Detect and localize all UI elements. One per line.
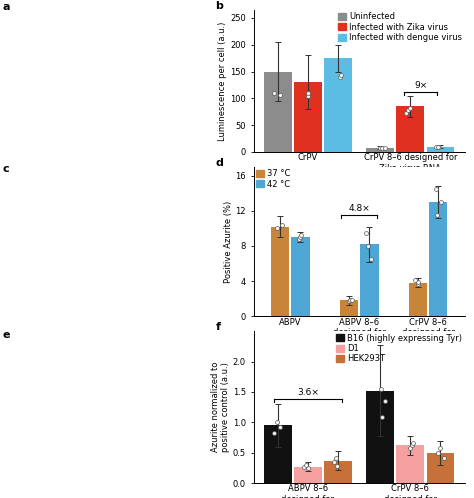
Bar: [339, 300, 358, 316]
Legend: Uninfected, Infected with Zika virus, Infected with dengue virus: Uninfected, Infected with Zika virus, In…: [337, 11, 463, 43]
Bar: [366, 147, 394, 152]
Bar: [324, 58, 352, 152]
Text: c: c: [2, 163, 9, 173]
Bar: [396, 107, 424, 152]
Bar: [291, 237, 310, 316]
Bar: [271, 227, 289, 316]
Bar: [366, 391, 394, 483]
Bar: [294, 467, 322, 483]
Text: 4.8×: 4.8×: [348, 204, 370, 213]
Bar: [427, 453, 454, 483]
Legend: B16 (highly expressing Tyr), D1, HEK293T: B16 (highly expressing Tyr), D1, HEK293T: [335, 333, 463, 364]
Text: e: e: [2, 330, 10, 340]
Text: a: a: [2, 1, 10, 11]
Bar: [264, 72, 292, 152]
Y-axis label: Positive Azurite (%): Positive Azurite (%): [224, 200, 233, 283]
Bar: [360, 244, 379, 316]
Y-axis label: Azurite normalized to
positive control (a.u.): Azurite normalized to positive control (…: [210, 362, 230, 452]
Text: 3.6×: 3.6×: [297, 388, 319, 397]
Legend: 37 °C, 42 °C: 37 °C, 42 °C: [255, 168, 291, 189]
Bar: [409, 283, 427, 316]
Text: f: f: [216, 322, 220, 332]
Bar: [294, 82, 322, 152]
Bar: [427, 146, 454, 152]
Text: 9×: 9×: [414, 81, 427, 90]
Bar: [429, 202, 447, 316]
Text: b: b: [216, 1, 224, 11]
Text: d: d: [216, 158, 224, 168]
Bar: [264, 425, 292, 483]
Y-axis label: Luminescence per cell (a.u.): Luminescence per cell (a.u.): [219, 21, 228, 140]
Bar: [324, 461, 352, 483]
Bar: [396, 445, 424, 483]
